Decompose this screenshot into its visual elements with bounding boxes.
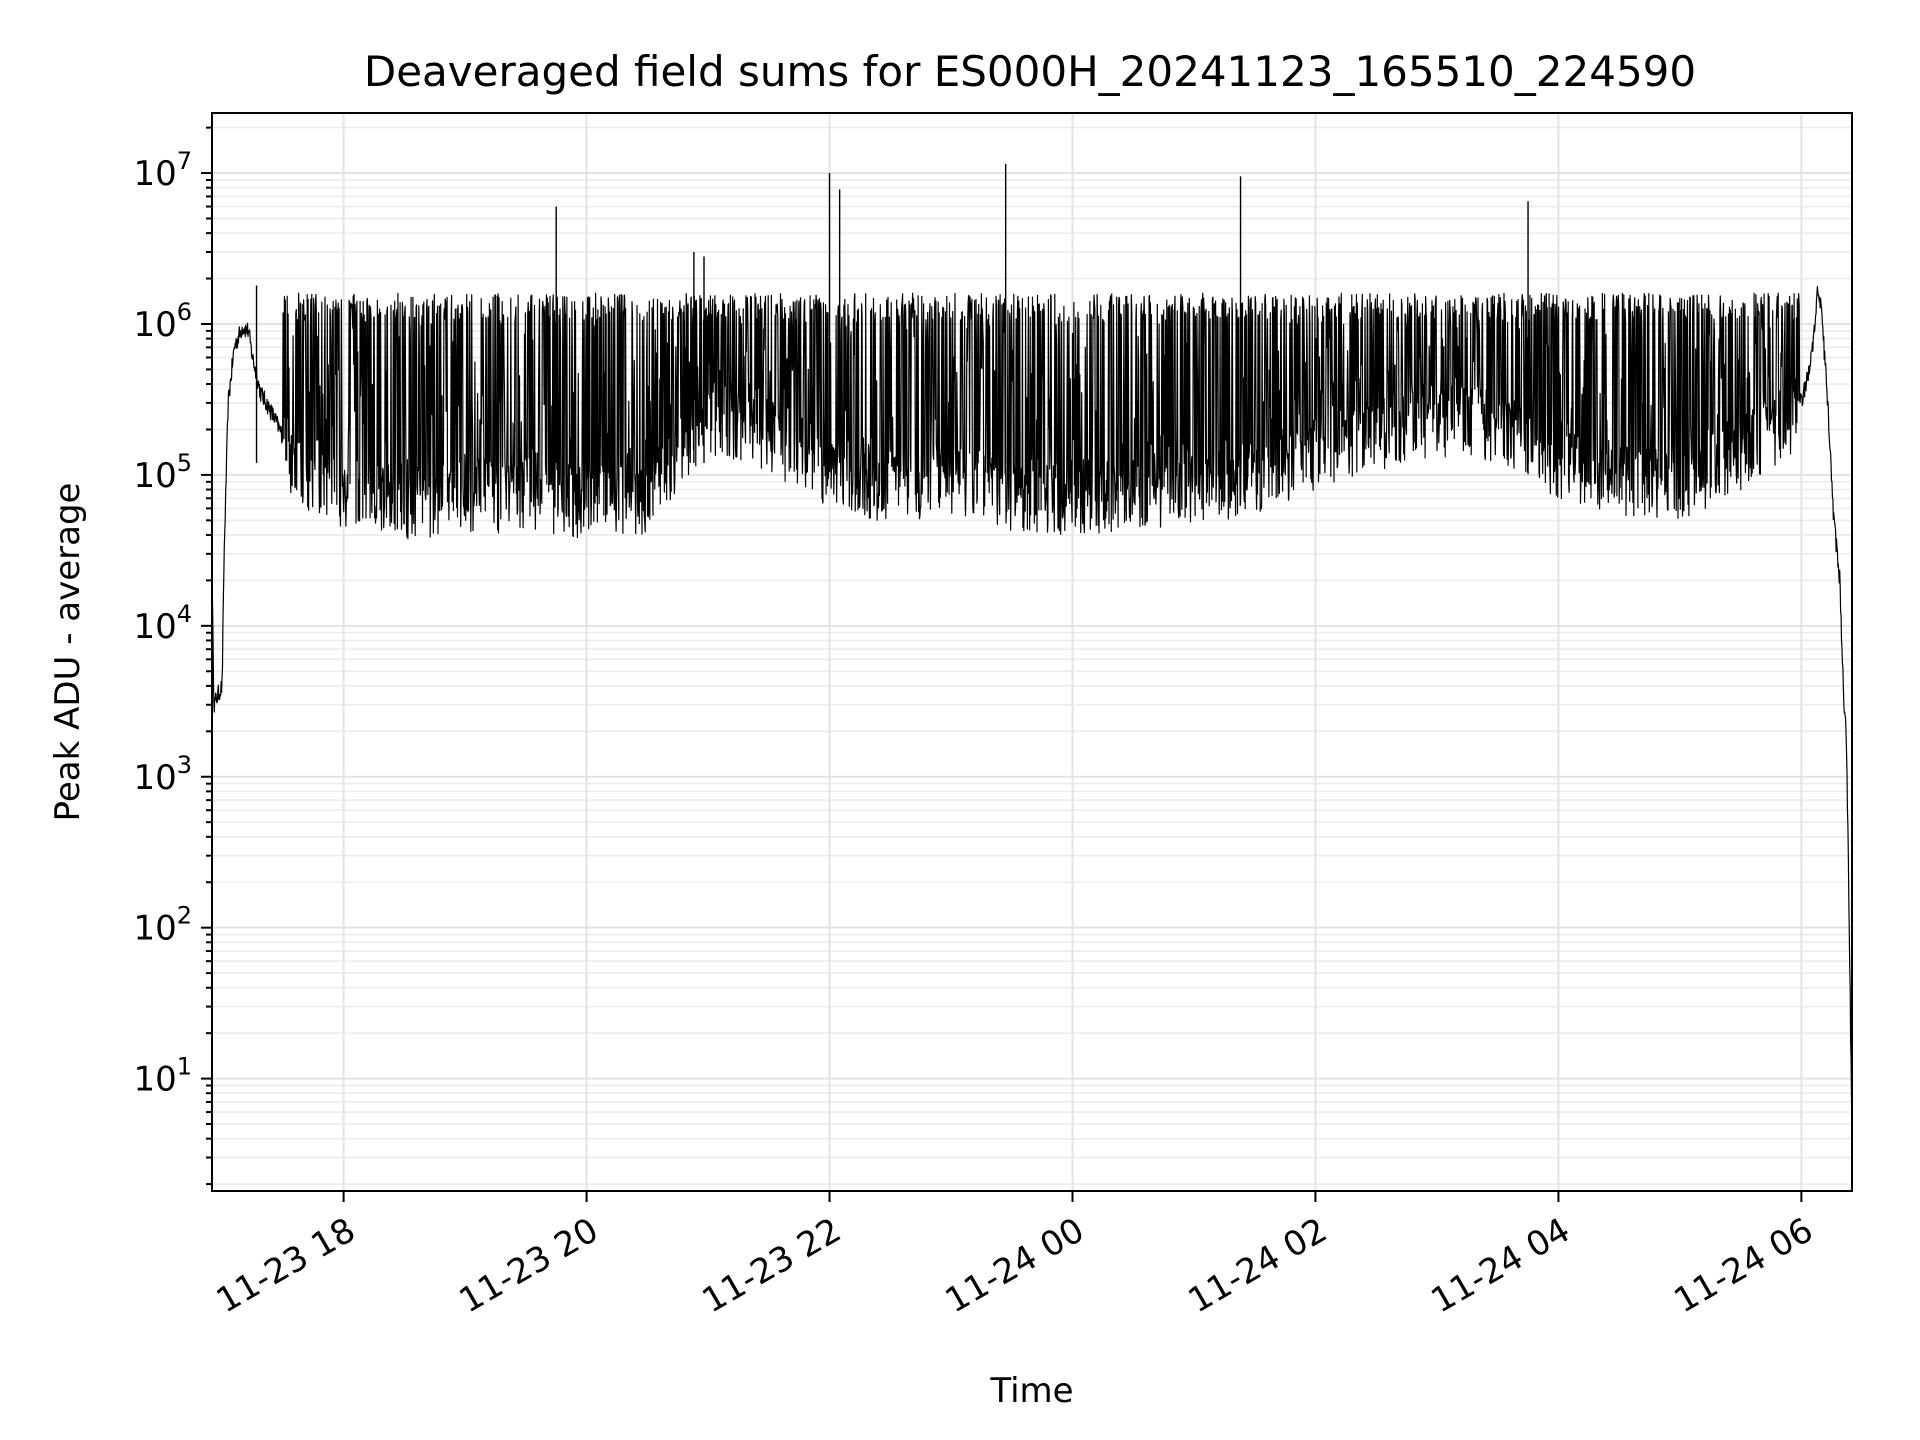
plot-frame: [211, 112, 1853, 1192]
y-tick-label-exponent: 3: [177, 751, 192, 779]
y-tick-label-exponent: 5: [177, 449, 192, 477]
y-tick-label: 101: [133, 1053, 192, 1100]
y-tick-label: 106: [133, 298, 192, 345]
y-tick-label: 104: [133, 600, 192, 647]
y-tick-label-base: 10: [133, 154, 176, 194]
y-tick-label: 107: [133, 147, 192, 194]
y-tick-label-exponent: 7: [177, 147, 192, 175]
y-tick-label: 102: [133, 902, 192, 949]
y-tick-label: 103: [133, 751, 192, 798]
data-series: [211, 163, 1853, 1131]
y-tick-label-exponent: 6: [177, 298, 192, 326]
y-tick-label-exponent: 2: [177, 902, 192, 930]
y-tick-label-base: 10: [133, 607, 176, 647]
y-tick-label-base: 10: [133, 758, 176, 798]
y-tick-label-exponent: 1: [177, 1053, 192, 1081]
x-tick-label: 11-24 04: [1425, 1210, 1577, 1321]
y-tick-label-base: 10: [133, 305, 176, 345]
y-tick-label-base: 10: [133, 909, 176, 949]
y-tick-label-exponent: 4: [177, 600, 192, 628]
x-tick-label: 11-24 00: [939, 1210, 1091, 1321]
y-tick-label: 105: [133, 449, 192, 496]
y-tick-label-base: 10: [133, 456, 176, 496]
x-tick-label: 11-24 02: [1182, 1210, 1334, 1321]
series-line: [211, 285, 1853, 1131]
y-tick-label-base: 10: [133, 1060, 176, 1100]
y-axis-label: Peak ADU - average: [48, 483, 88, 822]
x-tick-label: 11-23 18: [210, 1210, 362, 1321]
chart-title: Deaveraged field sums for ES000H_2024112…: [364, 47, 1696, 96]
x-axis-label: Time: [989, 1371, 1073, 1411]
x-tick-label: 11-23 20: [453, 1210, 605, 1321]
x-tick-label: 11-23 22: [696, 1210, 848, 1321]
x-tick-label: 11-24 06: [1667, 1210, 1819, 1321]
grid: [212, 113, 1852, 1191]
